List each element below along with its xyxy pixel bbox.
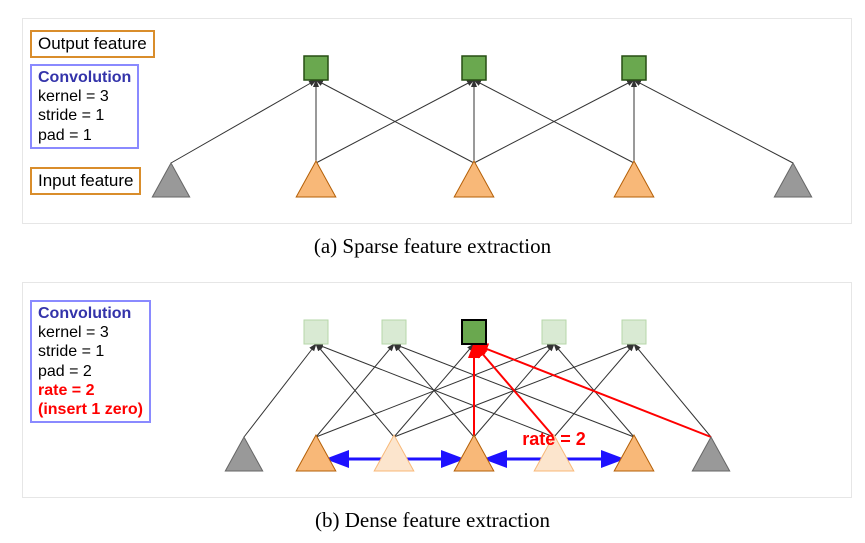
legend-input-feature: Input feature [30, 167, 141, 195]
output-node-faded [382, 320, 406, 344]
legend-conv-line: rate = 2 [38, 381, 143, 400]
output-node-faded [542, 320, 566, 344]
conv-edge [634, 344, 711, 437]
legend-conv-line: pad = 2 [38, 362, 143, 381]
conv-edge [171, 80, 316, 163]
legend-input-label: Input feature [38, 171, 133, 191]
input-pad-node [152, 163, 189, 197]
input-node [296, 161, 336, 197]
conv-edge-active [474, 344, 711, 437]
input-node-faded [374, 435, 414, 471]
conv-edge [634, 80, 793, 163]
output-node-faded [622, 320, 646, 344]
input-pad-node [225, 437, 262, 471]
rate-label: rate = 2 [522, 429, 586, 449]
legend-output-label: Output feature [38, 34, 147, 54]
legend-conv-line: stride = 1 [38, 106, 131, 125]
legend-conv-line: pad = 1 [38, 126, 131, 145]
output-node [622, 56, 646, 80]
caption-a-text: (a) Sparse feature extraction [314, 234, 551, 258]
legend-conv-line: kernel = 3 [38, 87, 131, 106]
caption-b-text: (b) Dense feature extraction [315, 508, 550, 532]
output-node [304, 56, 328, 80]
figure-root: Output feature Convolutionkernel = 3stri… [0, 0, 865, 543]
conv-edge [244, 344, 316, 437]
legend-conv-line: (insert 1 zero) [38, 400, 143, 419]
output-node-faded [304, 320, 328, 344]
output-node [462, 56, 486, 80]
input-node [614, 435, 654, 471]
output-node-active [462, 320, 486, 344]
input-node [614, 161, 654, 197]
legend-conv-line: kernel = 3 [38, 323, 143, 342]
input-node [454, 161, 494, 197]
legend-conv-line: Convolution [38, 304, 143, 323]
legend-convolution-b: Convolutionkernel = 3stride = 1pad = 2ra… [30, 300, 151, 423]
input-pad-node [692, 437, 729, 471]
legend-conv-line: stride = 1 [38, 342, 143, 361]
caption-a: (a) Sparse feature extraction [0, 234, 865, 259]
legend-conv-line: Convolution [38, 68, 131, 87]
caption-b: (b) Dense feature extraction [0, 508, 865, 533]
input-node [454, 435, 494, 471]
legend-convolution-a: Convolutionkernel = 3stride = 1pad = 1 [30, 64, 139, 149]
input-pad-node [774, 163, 811, 197]
legend-output-feature: Output feature [30, 30, 155, 58]
input-node [296, 435, 336, 471]
